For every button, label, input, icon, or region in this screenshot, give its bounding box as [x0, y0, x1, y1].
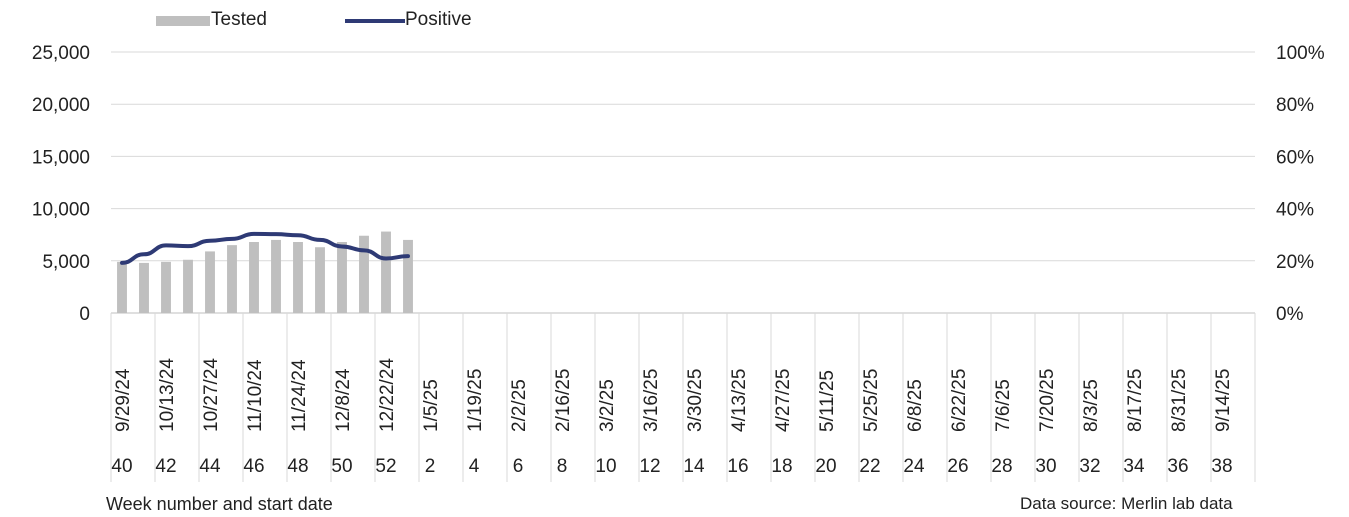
bar-tested	[337, 242, 347, 313]
legend: Tested Positive	[0, 0, 600, 40]
date-tick-label: 9/29/24	[113, 368, 134, 432]
date-tick-label: 2/16/25	[553, 369, 574, 432]
date-tick-label: 9/14/25	[1213, 369, 1234, 432]
date-tick-label: 10/13/24	[157, 358, 178, 432]
week-tick-label: 40	[111, 456, 132, 477]
week-tick-label: 2	[425, 456, 436, 477]
bar-tested	[293, 242, 303, 313]
bar-tested	[359, 235, 369, 313]
date-tick-label: 3/16/25	[641, 369, 662, 432]
right-axis-tick-label: 40%	[1276, 200, 1314, 221]
right-axis-tick-label: 80%	[1276, 95, 1314, 116]
date-tick-label: 5/25/25	[861, 369, 882, 432]
legend-positive-swatch	[345, 19, 405, 23]
date-tick-label: 8/31/25	[1169, 369, 1190, 432]
date-tick-label: 4/27/25	[773, 369, 794, 432]
right-axis-tick-label: 0%	[1276, 304, 1304, 325]
week-tick-label: 36	[1167, 456, 1188, 477]
bar-tested	[381, 231, 391, 313]
week-tick-label: 12	[639, 456, 660, 477]
date-tick-label: 7/20/25	[1037, 369, 1058, 432]
week-tick-label: 46	[243, 456, 264, 477]
week-tick-label: 16	[727, 456, 748, 477]
left-axis-tick-label: 0	[79, 304, 90, 325]
week-tick-label: 20	[815, 456, 836, 477]
left-axis-tick-label: 20,000	[32, 95, 90, 116]
date-tick-label: 6/22/25	[949, 369, 970, 432]
legend-positive-label: Positive	[405, 9, 472, 30]
date-tick-label: 6/8/25	[905, 379, 926, 432]
week-tick-label: 30	[1035, 456, 1056, 477]
left-axis-tick-label: 5,000	[42, 252, 90, 273]
week-tick-label: 18	[771, 456, 792, 477]
week-tick-label: 48	[287, 456, 308, 477]
date-tick-label: 8/3/25	[1081, 379, 1102, 432]
week-tick-label: 26	[947, 456, 968, 477]
date-tick-label: 8/17/25	[1125, 369, 1146, 432]
bar-tested	[227, 245, 237, 313]
bar-tested	[117, 261, 127, 313]
week-tick-label: 44	[199, 456, 221, 477]
bar-tested	[403, 239, 413, 313]
date-tick-label: 7/6/25	[993, 379, 1014, 432]
bar-tested	[315, 247, 325, 313]
week-tick-label: 28	[991, 456, 1012, 477]
left-axis-tick-label: 15,000	[32, 147, 90, 168]
left-axis-tick-label: 10,000	[32, 200, 90, 221]
date-tick-label: 3/2/25	[597, 379, 618, 432]
date-tick-label: 1/19/25	[465, 369, 486, 432]
line-positive	[120, 231, 410, 265]
date-tick-label: 12/22/24	[377, 358, 398, 432]
week-tick-label: 34	[1123, 456, 1145, 477]
right-axis-tick-label: 60%	[1276, 147, 1314, 168]
date-tick-label: 1/5/25	[421, 379, 442, 432]
week-tick-label: 32	[1079, 456, 1100, 477]
bar-tested	[183, 259, 193, 313]
date-tick-label: 12/8/24	[333, 368, 354, 432]
week-tick-label: 38	[1211, 456, 1232, 477]
date-tick-label: 11/24/24	[289, 359, 310, 432]
date-tick-label: 2/2/25	[509, 379, 530, 432]
date-tick-label: 5/11/25	[817, 370, 838, 432]
legend-tested-label: Tested	[211, 9, 267, 30]
bar-tested	[249, 242, 259, 313]
week-tick-label: 24	[903, 456, 925, 477]
date-tick-label: 3/30/25	[685, 369, 706, 432]
right-axis-tick-label: 20%	[1276, 252, 1314, 273]
week-tick-label: 22	[859, 456, 880, 477]
legend-tested-swatch	[156, 16, 210, 26]
bar-tested	[271, 239, 281, 313]
date-tick-label: 10/27/24	[201, 358, 222, 432]
date-tick-label: 4/13/25	[729, 369, 750, 432]
right-axis-tick-label: 100%	[1276, 43, 1325, 64]
left-axis-tick-label: 25,000	[32, 43, 90, 64]
week-tick-label: 8	[557, 456, 568, 477]
data-source-note: Data source: Merlin lab data	[1020, 494, 1233, 513]
week-tick-label: 6	[513, 456, 524, 477]
week-tick-label: 4	[469, 456, 480, 477]
bar-tested	[139, 262, 149, 313]
bar-tested	[205, 251, 215, 313]
week-tick-label: 10	[595, 456, 616, 477]
week-tick-label: 52	[375, 456, 396, 477]
week-tick-label: 42	[155, 456, 176, 477]
bar-tested	[161, 261, 171, 313]
date-tick-label: 11/10/24	[245, 359, 266, 432]
x-axis-title: Week number and start date	[106, 494, 333, 514]
week-tick-label: 50	[331, 456, 352, 477]
week-tick-label: 14	[683, 456, 705, 477]
